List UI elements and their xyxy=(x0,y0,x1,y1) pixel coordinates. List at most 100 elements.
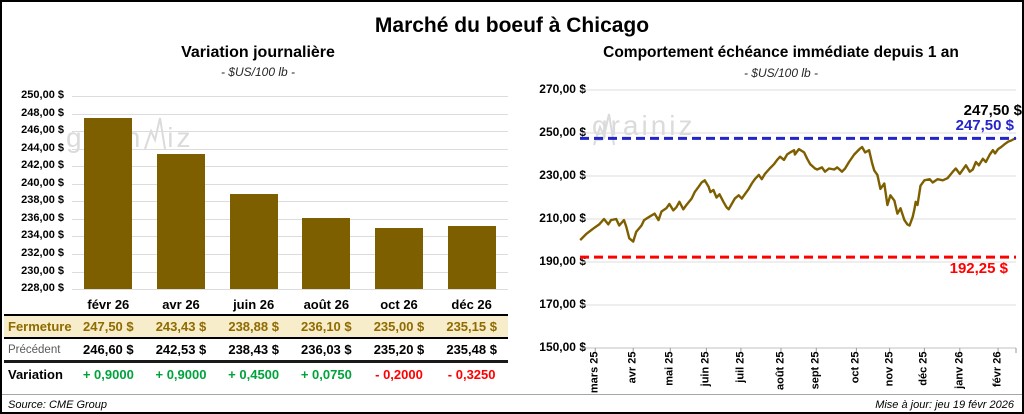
table-cell-fermeture: 238,88 $ xyxy=(228,319,279,334)
table-cell-fermeture: 243,43 $ xyxy=(155,319,207,334)
line-y-tick-label: 190,00 $ xyxy=(539,254,586,268)
line-x-tick-label: mai 25 xyxy=(663,351,676,386)
line-plot-svg xyxy=(579,89,1017,353)
line-chart-x-axis: mars 25 avr 25 mai 25 juin 25 juil 25 août 25… xyxy=(580,352,1016,400)
bar-y-tick-label: 240,00 $ xyxy=(21,176,64,189)
bar-chart-title: Variation journalière xyxy=(181,44,335,61)
line-chart-subtitle: - $US/100 lb - xyxy=(743,66,819,80)
line-x-tick-label: avr 25 xyxy=(626,351,639,384)
table-header-row: févr 26 avr 26 juin 26 août 26 oct 26 déc 26 xyxy=(4,294,508,316)
table-cell-variation: + 0,0750 xyxy=(300,366,352,382)
table-column-header: oct 26 xyxy=(380,296,418,312)
page-title: Marché du boeuf à Chicago xyxy=(374,14,650,37)
line-x-tick-label: nov 25 xyxy=(883,351,896,387)
bar-gridline xyxy=(72,289,508,290)
table-row-fermeture: Fermeture 247,50 $ 243,43 $ 238,88 $ 236,10… xyxy=(4,316,508,339)
bar-gridline xyxy=(72,236,508,238)
line-plot: grain iz 247,50 $ 247,50 $ 192,25 $ xyxy=(579,89,1022,354)
table-row-variation: Variation + 0,9000 + 0,9000 + 0,4500 + 0,07… xyxy=(4,363,508,385)
bar-févr 26 xyxy=(84,117,133,289)
table-column-header: févr 26 xyxy=(87,296,130,312)
bar-y-tick-label: 236,00 $ xyxy=(21,211,64,224)
table-cell-fermeture: 235,15 $ xyxy=(446,319,497,334)
source-note: Source: CME Group xyxy=(8,399,108,411)
bar-y-tick-label: 248,00 $ xyxy=(21,106,64,119)
watermark-text: iz xyxy=(167,122,194,153)
bar-y-tick-label: 228,00 $ xyxy=(21,282,64,294)
line-chart-title: Comportement échéance immédiate depuis 1… xyxy=(603,44,959,61)
bar-y-tick-label: 242,00 $ xyxy=(21,159,64,172)
row-label-precedent: Précédent xyxy=(8,343,61,356)
updated-note: Mise à jour: jeu 19 févr 2026 xyxy=(875,399,1014,411)
line-x-tick-label: oct 25 xyxy=(849,351,862,384)
resistance-label: 247,50 $ xyxy=(955,117,1014,134)
bar-oct 26 xyxy=(375,227,423,289)
line-y-tick-label: 170,00 $ xyxy=(539,297,586,311)
line-x-tick-label: août 25 xyxy=(774,351,787,391)
table-cell-fermeture: 247,50 $ xyxy=(83,319,134,334)
bar-y-tick-label: 244,00 $ xyxy=(21,141,64,154)
table-cell-variation: - 0,3250 xyxy=(447,366,496,382)
bar-y-tick-label: 230,00 $ xyxy=(21,264,64,277)
bar-y-tick-label: 246,00 $ xyxy=(21,124,64,137)
bar-gridline xyxy=(72,131,508,133)
bar-déc 26 xyxy=(447,226,496,289)
line-x-tick-label: févr 26 xyxy=(991,351,1004,387)
bar-gridline xyxy=(72,148,508,150)
bar-avr 26 xyxy=(157,153,205,289)
table-cell-precedent: 242,53 $ xyxy=(155,342,207,357)
bar-y-tick-label: 232,00 $ xyxy=(21,246,64,259)
line-y-tick-label: 230,00 $ xyxy=(539,168,586,182)
bar-chart-y-axis: 250,00 $ 248,00 $ 246,00 $ 244,00 $ 242,00 $… xyxy=(2,89,64,296)
line-y-tick-label: 250,00 $ xyxy=(539,125,586,139)
line-x-tick-label: janv 26 xyxy=(953,351,966,389)
bar-chart-subtitle: - $US/100 lb - xyxy=(220,65,296,79)
line-y-tick-label: 150,00 $ xyxy=(539,340,586,354)
last-price-label: 247,50 $ xyxy=(963,102,1022,119)
bar-gridline xyxy=(72,166,508,168)
line-x-tick-label: mars 25 xyxy=(588,351,601,394)
bar-y-tick-label: 238,00 $ xyxy=(21,194,64,207)
table-cell-variation: + 0,4500 xyxy=(228,366,280,382)
line-y-tick-label: 210,00 $ xyxy=(539,211,586,225)
line-x-tick-label: juin 25 xyxy=(699,351,712,387)
table-cell-precedent: 235,48 $ xyxy=(446,342,497,357)
bar-gridline xyxy=(72,218,508,220)
table-cell-precedent: 238,43 $ xyxy=(228,342,279,357)
support-label: 192,25 $ xyxy=(949,260,1008,277)
bar-y-tick-label: 234,00 $ xyxy=(21,229,64,242)
table-cell-fermeture: 236,10 $ xyxy=(301,319,352,334)
bar-août 26 xyxy=(302,217,351,289)
table-cell-precedent: 235,20 $ xyxy=(373,342,425,357)
grainwiz-zigzag-icon xyxy=(144,117,167,150)
line-x-tick-label: sept 25 xyxy=(809,351,822,390)
table-cell-precedent: 236,03 $ xyxy=(301,342,352,357)
table-row-precedent: Précédent 246,60 $ 242,53 $ 238,43 $ 236,03… xyxy=(4,339,508,363)
line-x-tick-label: déc 25 xyxy=(917,351,930,386)
table-cell-variation: + 0,9000 xyxy=(155,366,207,382)
bar-gridline xyxy=(72,96,508,97)
bar-gridline xyxy=(72,201,508,203)
table-cell-fermeture: 235,00 $ xyxy=(373,319,425,334)
line-x-tick-label: juil 25 xyxy=(734,351,747,383)
table-cell-variation: + 0,9000 xyxy=(82,366,134,382)
line-chart-y-axis: 270,00 $ 250,00 $ 230,00 $ 210,00 $ 190,00 $… xyxy=(506,82,586,354)
table-column-header: avr 26 xyxy=(162,296,200,312)
quotes-table: févr 26 avr 26 juin 26 août 26 oct 26 déc 26 … xyxy=(4,294,508,385)
footer-divider xyxy=(2,394,1022,395)
bar-juin 26 xyxy=(229,193,278,289)
table-column-header: août 26 xyxy=(303,296,350,312)
table-column-header: juin 26 xyxy=(233,296,275,312)
bar-gridline xyxy=(72,271,508,273)
row-label-fermeture: Fermeture xyxy=(8,319,72,334)
table-column-header: déc 26 xyxy=(451,296,492,312)
bar-gridline xyxy=(72,113,508,115)
table-cell-variation: - 0,2000 xyxy=(375,366,423,382)
bar-gridline xyxy=(72,253,508,255)
line-y-tick-label: 270,00 $ xyxy=(539,82,586,96)
bar-gridline xyxy=(72,183,508,185)
table-cell-precedent: 246,60 $ xyxy=(83,342,134,357)
bar-y-tick-label: 250,00 $ xyxy=(21,89,64,101)
